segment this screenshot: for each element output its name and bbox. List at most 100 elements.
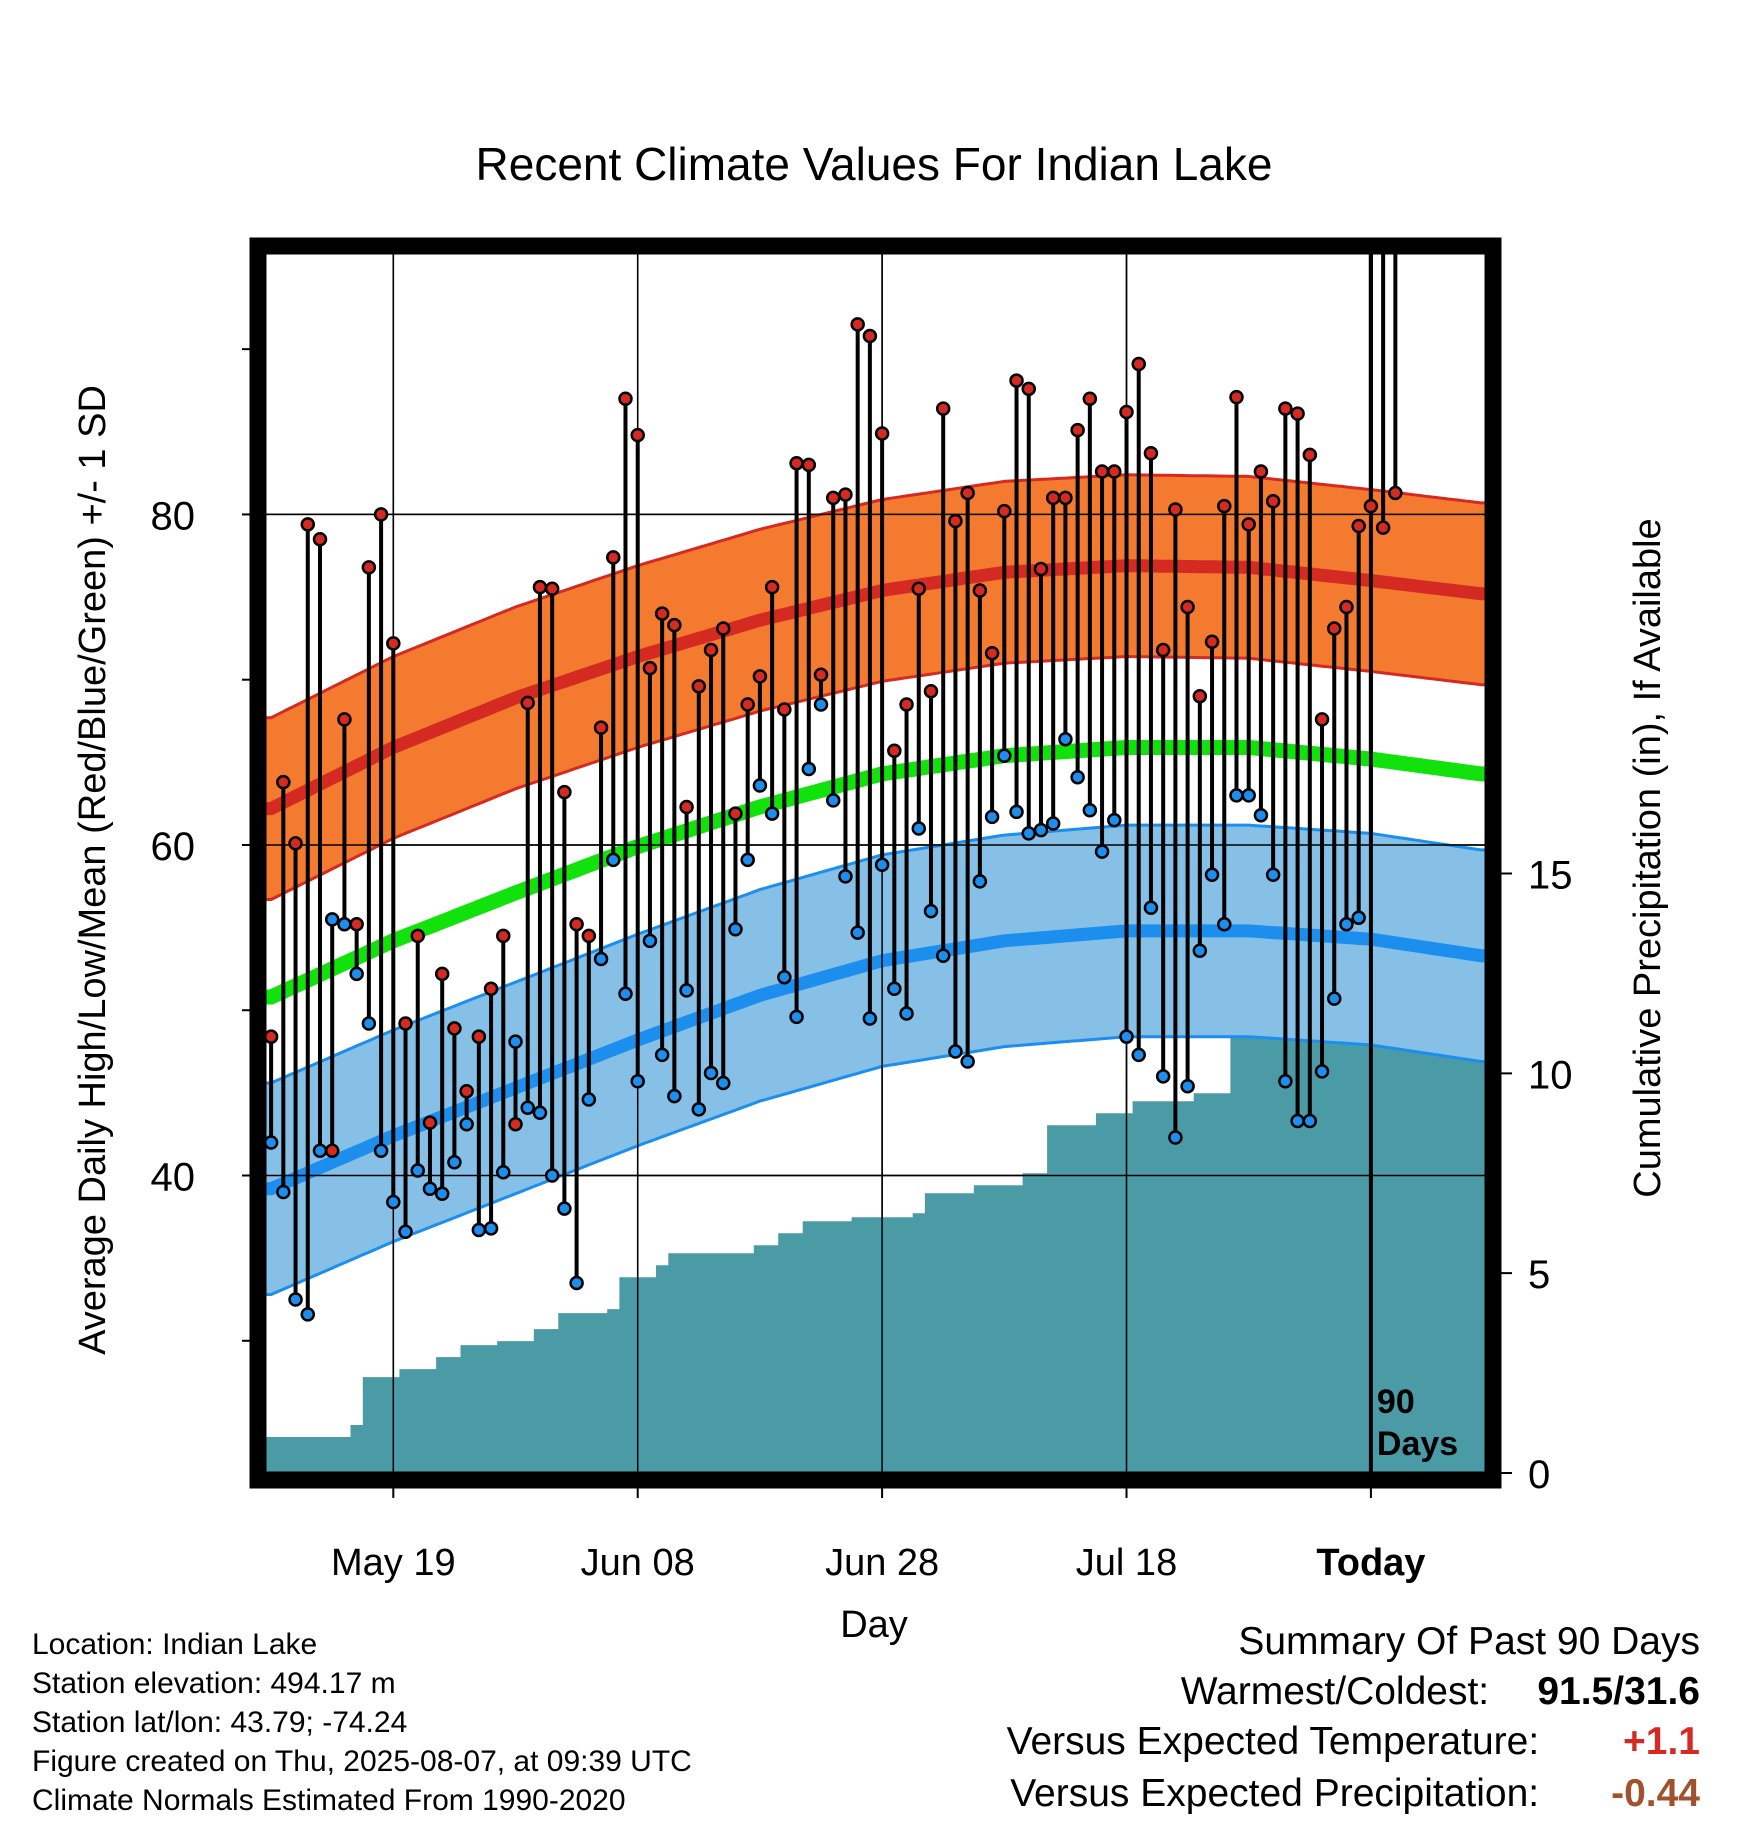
daily-low-point-58 bbox=[972, 874, 988, 889]
daily-high-point-78 bbox=[1217, 498, 1232, 514]
daily-low-point-13 bbox=[422, 1181, 438, 1196]
daily-low-point-69 bbox=[1107, 812, 1122, 828]
daily-high-point-83 bbox=[1278, 401, 1293, 416]
daily-low-point-23 bbox=[544, 1168, 560, 1183]
daily-high-point-62 bbox=[1021, 381, 1036, 397]
daily-high-point-20 bbox=[508, 1117, 523, 1132]
daily-high-point-54 bbox=[923, 684, 939, 699]
daily-low-point-40 bbox=[752, 778, 768, 793]
daily-high-point-29 bbox=[618, 391, 633, 406]
daily-low-point-84 bbox=[1290, 1113, 1305, 1129]
daily-low-point-3 bbox=[300, 1307, 316, 1322]
warmest-label: Warmest/Coldest: bbox=[1180, 1670, 1490, 1713]
summary-temp-row: Versus Expected Temperature: +1.1 bbox=[1007, 1720, 1700, 1764]
daily-high-point-68 bbox=[1094, 464, 1110, 479]
daily-high-point-59 bbox=[984, 646, 1000, 661]
y2-tick-label-15: 15 bbox=[1528, 853, 1573, 897]
daily-low-point-63 bbox=[1033, 822, 1049, 838]
daily-high-point-27 bbox=[593, 720, 609, 735]
daily-high-point-50 bbox=[874, 426, 890, 441]
daily-low-point-61 bbox=[1009, 804, 1024, 820]
daily-low-point-22 bbox=[532, 1105, 548, 1120]
y2-axis-label: Cumulative Precipitation (in), If Availa… bbox=[1627, 518, 1669, 1197]
daily-low-point-64 bbox=[1045, 816, 1061, 831]
daily-high-point-41 bbox=[764, 579, 780, 595]
daily-high-point-67 bbox=[1082, 391, 1098, 406]
daily-low-point-16 bbox=[459, 1117, 474, 1132]
daily-low-point-68 bbox=[1094, 844, 1110, 859]
daily-low-point-1 bbox=[276, 1184, 291, 1200]
daily-low-point-31 bbox=[642, 933, 658, 949]
daily-low-point-9 bbox=[373, 1143, 389, 1158]
daily-low-point-54 bbox=[923, 903, 939, 919]
daily-high-point-52 bbox=[899, 697, 914, 712]
normal-high-band-lower-edge bbox=[265, 655, 1487, 901]
daily-low-point-57 bbox=[960, 1054, 975, 1069]
warmest-value: 91.5/31.6 bbox=[1537, 1670, 1700, 1713]
daily-low-point-19 bbox=[496, 1164, 511, 1180]
daily-high-point-77 bbox=[1204, 634, 1220, 649]
daily-low-point-17 bbox=[471, 1222, 487, 1238]
daily-low-point-36 bbox=[703, 1065, 719, 1081]
daily-low-point-49 bbox=[862, 1011, 878, 1026]
daily-high-point-37 bbox=[716, 621, 731, 636]
today-marker-label: 90 Days bbox=[1377, 1383, 1458, 1463]
x-tick-label-2: Jun 28 bbox=[825, 1542, 939, 1584]
daily-low-point-88 bbox=[1339, 917, 1354, 932]
daily-low-point-37 bbox=[716, 1075, 731, 1091]
daily-high-point-91 bbox=[1375, 520, 1391, 535]
temp-anomaly-label: Versus Expected Temperature: bbox=[1006, 1720, 1540, 1763]
daily-high-point-8 bbox=[361, 560, 377, 575]
daily-low-point-25 bbox=[569, 1275, 584, 1291]
daily-low-point-26 bbox=[581, 1092, 597, 1107]
daily-high-point-15 bbox=[447, 1021, 462, 1036]
daily-high-point-35 bbox=[691, 679, 707, 694]
daily-low-point-67 bbox=[1082, 803, 1098, 818]
temp-anomaly-value: +1.1 bbox=[1623, 1720, 1700, 1763]
daily-low-point-35 bbox=[691, 1102, 707, 1117]
daily-low-point-34 bbox=[679, 983, 694, 998]
daily-low-point-50 bbox=[874, 857, 890, 873]
daily-low-point-24 bbox=[557, 1201, 572, 1216]
daily-low-point-89 bbox=[1351, 910, 1366, 925]
daily-low-point-78 bbox=[1217, 917, 1232, 932]
daily-low-point-71 bbox=[1131, 1047, 1146, 1063]
daily-low-point-72 bbox=[1143, 900, 1159, 916]
daily-high-point-79 bbox=[1229, 389, 1244, 405]
daily-low-point-86 bbox=[1314, 1064, 1330, 1079]
daily-low-point-12 bbox=[410, 1163, 425, 1178]
daily-low-point-42 bbox=[777, 969, 792, 985]
daily-high-point-88 bbox=[1339, 599, 1354, 615]
info-created: Figure created on Thu, 2025-08-07, at 09… bbox=[32, 1745, 692, 1778]
precip-anomaly-value: -0.44 bbox=[1611, 1772, 1700, 1815]
daily-low-point-14 bbox=[434, 1186, 450, 1201]
daily-high-point-66 bbox=[1070, 422, 1085, 438]
today-marker-label-line-0: 90 bbox=[1377, 1383, 1415, 1421]
daily-low-point-80 bbox=[1241, 788, 1256, 803]
daily-high-point-89 bbox=[1351, 518, 1366, 534]
daily-low-point-44 bbox=[801, 761, 817, 777]
daily-high-point-16 bbox=[459, 1083, 474, 1099]
x-tick-label-1: Jun 08 bbox=[581, 1542, 695, 1584]
daily-high-point-19 bbox=[496, 928, 511, 944]
daily-high-point-46 bbox=[825, 490, 841, 506]
x-tick-label-0: May 19 bbox=[331, 1542, 456, 1584]
daily-high-point-24 bbox=[557, 784, 572, 800]
daily-high-point-63 bbox=[1033, 561, 1049, 577]
daily-low-point-7 bbox=[349, 966, 364, 982]
y-tick-label-40: 40 bbox=[151, 1156, 196, 1200]
daily-high-point-47 bbox=[838, 487, 853, 502]
daily-high-point-81 bbox=[1253, 464, 1269, 479]
daily-high-point-82 bbox=[1265, 493, 1281, 509]
daily-high-point-17 bbox=[471, 1029, 487, 1044]
daily-high-point-58 bbox=[972, 583, 988, 598]
x-tick-label-3: Jul 18 bbox=[1076, 1542, 1177, 1584]
daily-high-point-44 bbox=[801, 457, 817, 473]
daily-high-point-53 bbox=[911, 581, 927, 597]
daily-low-point-29 bbox=[618, 986, 633, 1001]
daily-high-point-40 bbox=[752, 669, 768, 684]
daily-low-point-87 bbox=[1327, 991, 1342, 1006]
daily-low-point-92 bbox=[1389, 0, 1401, 6]
daily-low-point-5 bbox=[324, 912, 340, 927]
